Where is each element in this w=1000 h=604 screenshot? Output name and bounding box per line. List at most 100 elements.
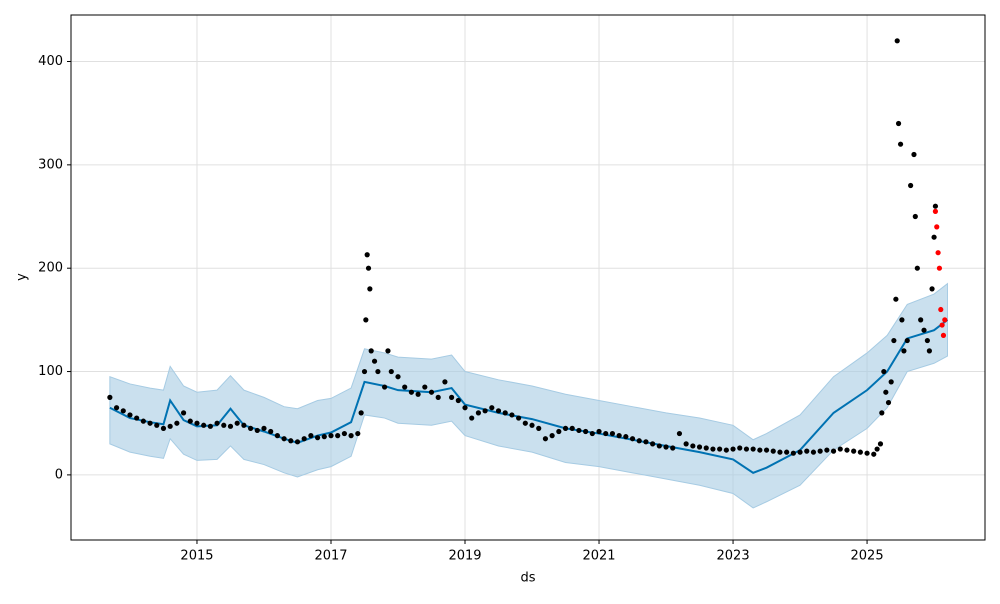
data-point xyxy=(120,408,126,414)
data-point xyxy=(435,394,441,400)
data-point xyxy=(616,433,622,439)
data-point xyxy=(939,322,945,328)
data-point xyxy=(227,423,234,429)
data-point xyxy=(656,443,662,449)
data-point xyxy=(893,296,899,302)
data-point xyxy=(710,446,716,452)
data-point xyxy=(650,441,656,447)
data-point xyxy=(385,348,391,354)
data-point xyxy=(509,412,515,418)
data-point xyxy=(382,384,388,390)
x-tick-label: 2017 xyxy=(314,549,347,564)
uncertainty-band xyxy=(109,282,948,509)
data-point xyxy=(864,450,870,456)
data-point xyxy=(817,448,823,454)
data-point xyxy=(455,397,461,404)
data-point xyxy=(475,410,482,416)
data-point xyxy=(368,348,374,354)
data-point xyxy=(335,433,341,439)
data-point xyxy=(690,443,696,449)
data-point xyxy=(562,425,569,431)
data-point xyxy=(623,434,629,440)
data-point xyxy=(363,317,369,323)
data-point xyxy=(529,422,535,428)
data-point xyxy=(589,430,595,437)
data-point xyxy=(837,446,843,452)
y-tick-label: 0 xyxy=(55,467,63,482)
data-point xyxy=(730,446,736,452)
data-point xyxy=(556,428,562,435)
data-point xyxy=(375,368,381,375)
data-point xyxy=(830,448,837,454)
data-point xyxy=(940,332,947,338)
data-point xyxy=(355,430,361,437)
data-point xyxy=(737,445,743,451)
x-axis-label: ds xyxy=(520,571,535,586)
data-point xyxy=(938,306,944,313)
data-point xyxy=(763,447,770,453)
data-point xyxy=(683,441,689,447)
data-point xyxy=(388,368,394,375)
data-point xyxy=(180,410,187,416)
data-point xyxy=(341,430,347,437)
data-point xyxy=(894,38,900,44)
data-point xyxy=(428,389,435,395)
data-point xyxy=(174,420,180,426)
data-point xyxy=(932,208,939,214)
data-point xyxy=(328,433,334,439)
data-point xyxy=(603,430,609,437)
data-point xyxy=(804,448,810,454)
data-point xyxy=(757,447,763,453)
data-point xyxy=(932,203,939,209)
data-point xyxy=(918,317,924,323)
data-point xyxy=(274,433,280,439)
x-tick-label: 2019 xyxy=(448,549,481,564)
data-point xyxy=(777,449,783,455)
data-point xyxy=(583,428,589,435)
data-point xyxy=(522,420,528,426)
data-point xyxy=(921,327,927,333)
data-point xyxy=(629,436,636,442)
data-point xyxy=(770,448,776,454)
data-point xyxy=(402,384,408,390)
data-point xyxy=(929,286,935,292)
data-point xyxy=(636,438,642,444)
data-point xyxy=(643,439,649,445)
data-point xyxy=(908,182,914,189)
data-point xyxy=(569,425,575,431)
data-point xyxy=(904,337,910,344)
data-point xyxy=(879,410,885,416)
plot-frame xyxy=(70,14,986,541)
data-point xyxy=(442,379,448,385)
data-point xyxy=(113,405,120,411)
data-point xyxy=(576,427,582,434)
data-point xyxy=(942,317,948,323)
data-point xyxy=(241,422,247,428)
data-point xyxy=(936,265,943,271)
data-point xyxy=(107,394,113,400)
data-point xyxy=(395,374,401,380)
data-point xyxy=(367,286,373,292)
data-point xyxy=(609,430,616,437)
data-point xyxy=(810,449,817,455)
data-point xyxy=(301,436,307,442)
data-point xyxy=(874,446,880,452)
data-point xyxy=(214,420,220,426)
data-point xyxy=(897,141,904,147)
data-point xyxy=(365,265,372,271)
data-point xyxy=(676,430,683,437)
data-point xyxy=(516,415,522,421)
y-tick-label: 200 xyxy=(38,261,63,276)
x-tick-label: 2015 xyxy=(180,549,213,564)
data-point xyxy=(696,444,703,450)
x-tick-label: 2023 xyxy=(717,549,750,564)
data-point xyxy=(912,213,918,220)
data-point xyxy=(147,420,153,426)
data-point xyxy=(422,384,428,390)
data-point xyxy=(914,265,920,271)
data-point xyxy=(797,449,803,455)
y-tick-label: 100 xyxy=(38,364,63,379)
data-point xyxy=(824,447,830,453)
data-point xyxy=(288,438,294,444)
